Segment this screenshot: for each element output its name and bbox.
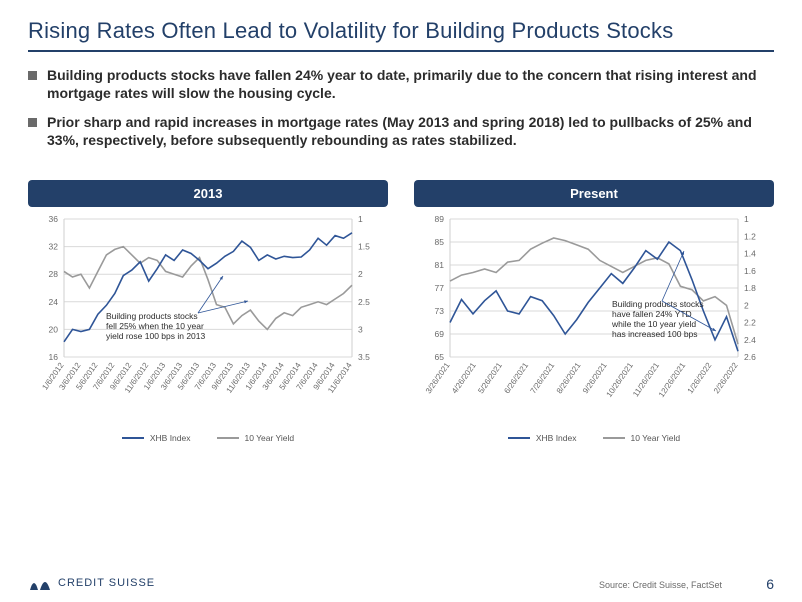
chart-panels: 2013 16202428323611.522.533.51/6/20123/6… — [28, 180, 774, 443]
bullet-list: Building products stocks have fallen 24%… — [28, 66, 774, 150]
bullet-text: Building products stocks have fallen 24%… — [47, 66, 774, 103]
legend-swatch-yield — [603, 437, 625, 439]
svg-text:has increased 100 bps: has increased 100 bps — [612, 329, 698, 339]
svg-text:2.6: 2.6 — [744, 352, 756, 362]
svg-text:85: 85 — [435, 237, 445, 247]
chart-present: 65 69 73 77 81 85 89 1 1.2 1.4 1.6 1.8 2 2.2 2.4 2.6 3/2… — [414, 211, 774, 427]
panel-present: Present 65 69 73 77 81 85 89 1 1.2 1.4 1.6 1.8 2 2.2 2… — [414, 180, 774, 443]
chart-2013-svg: 16202428323611.522.533.51/6/20123/6/2012… — [28, 211, 388, 427]
svg-text:1: 1 — [358, 214, 363, 224]
legend-swatch-xhb — [508, 437, 530, 439]
svg-text:3.5: 3.5 — [358, 352, 370, 362]
legend-label-yield: 10 Year Yield — [245, 433, 295, 443]
svg-text:2.2: 2.2 — [744, 317, 756, 327]
sails-icon — [28, 574, 52, 592]
page-number: 6 — [766, 576, 774, 592]
svg-text:fell 25% when the 10 year: fell 25% when the 10 year — [106, 321, 204, 331]
bullet-square-icon — [28, 71, 37, 80]
svg-text:73: 73 — [435, 306, 445, 316]
svg-text:3: 3 — [358, 324, 363, 334]
svg-text:1.5: 1.5 — [358, 241, 370, 251]
svg-text:6/26/2021: 6/26/2021 — [502, 360, 530, 395]
legend-label-xhb: XHB Index — [150, 433, 191, 443]
svg-text:2: 2 — [358, 269, 363, 279]
svg-text:1/26/2022: 1/26/2022 — [686, 360, 714, 395]
page-title: Rising Rates Often Lead to Volatility fo… — [28, 18, 774, 44]
svg-text:9/26/2021: 9/26/2021 — [581, 360, 609, 395]
legend-label-xhb: XHB Index — [536, 433, 577, 443]
footer: CREDIT SUISSE 6 — [0, 574, 802, 592]
legend-swatch-yield — [217, 437, 239, 439]
svg-text:16: 16 — [49, 352, 59, 362]
svg-text:65: 65 — [435, 352, 445, 362]
svg-text:2/26/2022: 2/26/2022 — [712, 360, 740, 395]
svg-text:1.4: 1.4 — [744, 248, 756, 258]
svg-text:69: 69 — [435, 329, 445, 339]
svg-text:4/26/2021: 4/26/2021 — [450, 360, 478, 395]
title-underline — [28, 50, 774, 52]
legend-yield: 10 Year Yield — [603, 433, 681, 443]
svg-text:20: 20 — [49, 324, 59, 334]
legend-present: XHB Index 10 Year Yield — [414, 433, 774, 443]
legend-swatch-xhb — [122, 437, 144, 439]
panel-header-2013: 2013 — [28, 180, 388, 207]
bullet-text: Prior sharp and rapid increases in mortg… — [47, 113, 774, 150]
svg-text:1.2: 1.2 — [744, 231, 756, 241]
svg-text:36: 36 — [49, 214, 59, 224]
svg-text:32: 32 — [49, 241, 59, 251]
svg-text:77: 77 — [435, 283, 445, 293]
svg-text:7/26/2021: 7/26/2021 — [529, 360, 557, 395]
svg-text:24: 24 — [49, 297, 59, 307]
legend-xhb: XHB Index — [122, 433, 191, 443]
svg-text:while the 10 year yield: while the 10 year yield — [611, 319, 696, 329]
panel-2013: 2013 16202428323611.522.533.51/6/20123/6… — [28, 180, 388, 443]
svg-text:12/26/2021: 12/26/2021 — [657, 360, 688, 398]
svg-text:28: 28 — [49, 269, 59, 279]
legend-yield: 10 Year Yield — [217, 433, 295, 443]
svg-text:2.4: 2.4 — [744, 335, 756, 345]
svg-text:8/26/2021: 8/26/2021 — [555, 360, 583, 395]
legend-label-yield: 10 Year Yield — [631, 433, 681, 443]
chart-present-svg: 65 69 73 77 81 85 89 1 1.2 1.4 1.6 1.8 2 2.2 2.4 2.6 3/2… — [414, 211, 774, 427]
svg-text:yield rose 100 bps in 2013: yield rose 100 bps in 2013 — [106, 331, 206, 341]
bullet-square-icon — [28, 118, 37, 127]
legend-2013: XHB Index 10 Year Yield — [28, 433, 388, 443]
svg-text:2: 2 — [744, 300, 749, 310]
legend-xhb: XHB Index — [508, 433, 577, 443]
svg-text:2.5: 2.5 — [358, 297, 370, 307]
logo-text: CREDIT SUISSE — [58, 577, 155, 589]
panel-header-present: Present — [414, 180, 774, 207]
bullet-item: Prior sharp and rapid increases in mortg… — [28, 113, 774, 150]
svg-text:5/26/2021: 5/26/2021 — [476, 360, 504, 395]
svg-text:Building products stocks: Building products stocks — [106, 311, 198, 321]
svg-text:81: 81 — [435, 260, 445, 270]
svg-text:1: 1 — [744, 214, 749, 224]
svg-text:Building products stocks: Building products stocks — [612, 299, 704, 309]
credit-suisse-logo: CREDIT SUISSE — [28, 574, 155, 592]
chart-2013: 16202428323611.522.533.51/6/20123/6/2012… — [28, 211, 388, 427]
bullet-item: Building products stocks have fallen 24%… — [28, 66, 774, 103]
svg-text:89: 89 — [435, 214, 445, 224]
svg-text:1.6: 1.6 — [744, 266, 756, 276]
svg-text:1.8: 1.8 — [744, 283, 756, 293]
svg-text:3/26/2021: 3/26/2021 — [424, 360, 452, 395]
